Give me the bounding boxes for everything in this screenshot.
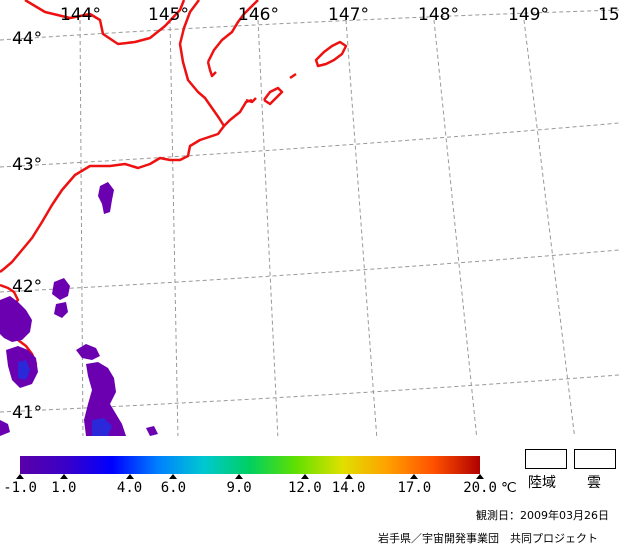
gridline-lat-42 bbox=[0, 249, 619, 293]
colorbar-tick-mark bbox=[235, 474, 244, 479]
lat-label-43: 43° bbox=[12, 155, 42, 175]
habomai-islands bbox=[245, 72, 297, 106]
gridline-lon-146 bbox=[257, 19, 279, 436]
observation-date: 観測日：2009年03月26日 bbox=[476, 509, 609, 522]
colorbar-tick-mark bbox=[169, 474, 178, 479]
hokkaido-coast bbox=[24, 0, 186, 46]
lon-label-145: 145° bbox=[148, 5, 189, 25]
temperature-colorbar bbox=[20, 456, 480, 474]
colorbar-tick-mark bbox=[476, 474, 484, 479]
sst-patch-blue bbox=[18, 360, 30, 380]
gridline-lat-43 bbox=[0, 122, 619, 168]
lon-label-148: 148° bbox=[418, 5, 459, 25]
colorbar-tick-label: -1.0 bbox=[3, 480, 37, 496]
colorbar-tick-mark bbox=[125, 474, 134, 479]
gridline-lat-44 bbox=[0, 9, 619, 41]
credit-text: 岩手県／宇宙開発事業団 共同プロジェクト bbox=[378, 532, 598, 545]
lon-label-147: 147° bbox=[328, 5, 369, 25]
coastline bbox=[0, 0, 348, 373]
sea-surface-temperature-map: 144° 145° 146° 147° 148° 149° 15 44° 43°… bbox=[0, 0, 619, 436]
lon-label-150: 15 bbox=[598, 5, 619, 25]
shikotan-island bbox=[314, 40, 348, 68]
lat-label-44: 44° bbox=[12, 29, 42, 49]
land-legend-label: 陸域 bbox=[528, 475, 556, 491]
gridline-lon-149 bbox=[523, 19, 576, 436]
sst-patch bbox=[52, 278, 70, 300]
lat-label-41: 41° bbox=[12, 403, 42, 423]
kunashiri-coast bbox=[206, 0, 259, 78]
lat-label-42: 42° bbox=[12, 277, 42, 297]
colorbar-tick-label: 1.0 bbox=[51, 480, 77, 496]
sst-patch bbox=[98, 182, 114, 214]
sst-patch bbox=[54, 302, 68, 318]
sst-patch bbox=[84, 362, 126, 436]
gridline-lon-147 bbox=[345, 19, 378, 436]
gridline-lon-144 bbox=[79, 19, 84, 436]
lon-label-146: 146° bbox=[238, 5, 279, 25]
gridline-lat-41 bbox=[0, 374, 619, 413]
land-legend-swatch bbox=[525, 449, 567, 469]
lon-label-144: 144° bbox=[60, 5, 101, 25]
colorbar-unit: ℃ bbox=[501, 480, 517, 496]
colorbar-tick-mark bbox=[59, 474, 68, 479]
sst-patch bbox=[76, 344, 100, 360]
warm-sst-pixels bbox=[18, 360, 112, 436]
colorbar-tick-label: 20.0 bbox=[463, 480, 497, 496]
sst-patch bbox=[0, 296, 32, 342]
colorbar-tick-label: 12.0 bbox=[287, 480, 322, 496]
sst-patch bbox=[0, 420, 10, 436]
sst-pixels bbox=[0, 182, 158, 436]
cloud-legend-label: 雲 bbox=[587, 475, 601, 491]
cloud-legend-swatch bbox=[574, 449, 616, 469]
sst-patch bbox=[146, 426, 158, 436]
colorbar-tick-label: 17.0 bbox=[397, 480, 432, 496]
latitude-gridlines bbox=[0, 9, 619, 413]
colorbar-tick-mark bbox=[410, 474, 419, 479]
longitude-gridlines bbox=[79, 19, 576, 436]
shiretoko-coast bbox=[178, 0, 253, 128]
gridline-lon-145 bbox=[169, 19, 179, 436]
sst-patch-blue bbox=[92, 418, 112, 436]
colorbar-tick-mark bbox=[16, 474, 24, 479]
colorbar-tick-label: 9.0 bbox=[226, 480, 252, 496]
nemuro-coast bbox=[0, 125, 225, 273]
colorbar-tick-mark bbox=[300, 474, 309, 479]
colorbar-tick-label: 6.0 bbox=[160, 480, 187, 496]
lon-label-149: 149° bbox=[508, 5, 549, 25]
colorbar-tick-label: 14.0 bbox=[331, 480, 366, 496]
gridline-lon-148 bbox=[433, 19, 478, 436]
colorbar-tick-mark bbox=[344, 474, 353, 479]
colorbar-tick-label: 4.0 bbox=[116, 480, 143, 496]
